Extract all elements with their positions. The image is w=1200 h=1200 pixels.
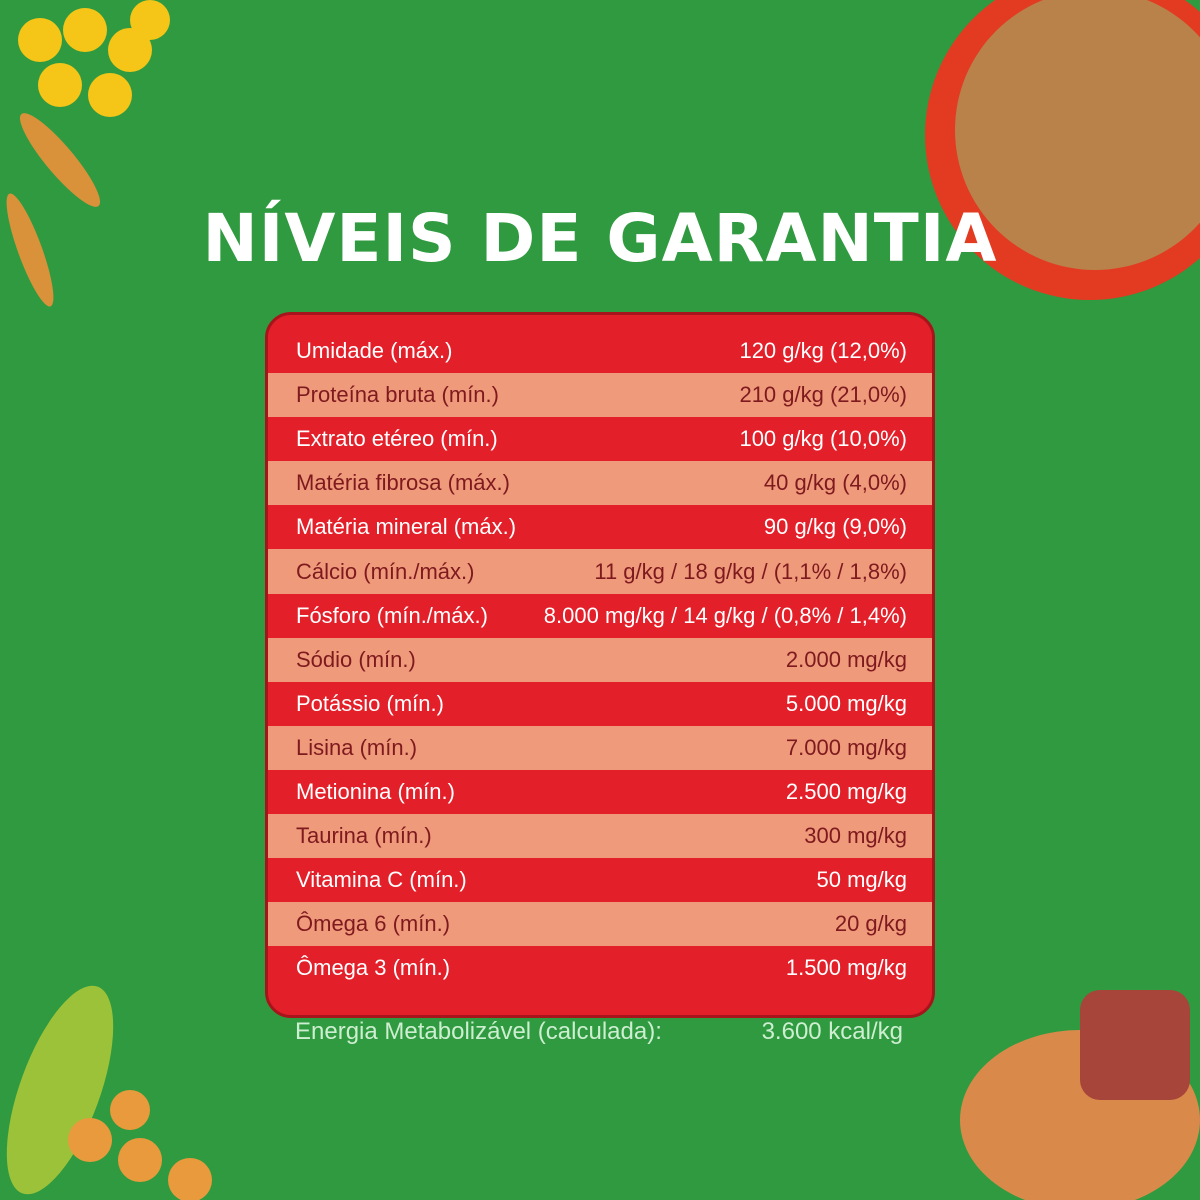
wheat bbox=[6, 113, 101, 307]
nutrient-label: Umidade (máx.) bbox=[296, 338, 453, 364]
nutrient-value: 1.500 mg/kg bbox=[785, 955, 907, 981]
table-row: Extrato etéreo (mín.) 100 g/kg (10,0%) bbox=[268, 417, 932, 462]
table-row: Lisina (mín.) 7.000 mg/kg bbox=[268, 725, 932, 770]
kibble-bowl bbox=[925, 0, 1200, 300]
nutrient-value: 5.000 mg/kg bbox=[785, 690, 907, 716]
nutrient-value: 40 g/kg (4,0%) bbox=[763, 470, 907, 496]
table-row: Taurina (mín.) 300 mg/kg bbox=[268, 814, 932, 859]
table-row: Proteína bruta (mín.) 210 g/kg (21,0%) bbox=[268, 373, 932, 418]
nutrient-label: Taurina (mín.) bbox=[296, 823, 432, 849]
nutrient-value: 2.000 mg/kg bbox=[785, 646, 907, 672]
nutrient-value: 50 mg/kg bbox=[816, 867, 908, 893]
footer: Energia Metabolizável (calculada): 3.600… bbox=[295, 1018, 903, 1046]
nutrient-value: 11 g/kg / 18 g/kg / (1,1% / 1,8%) bbox=[594, 558, 907, 584]
table-row: Ômega 3 (mín.) 1.500 mg/kg bbox=[268, 946, 932, 991]
nutrient-value: 8.000 mg/kg / 14 g/kg / (0,8% / 1,4%) bbox=[543, 602, 907, 628]
table-row: Cálcio (mín./máx.) 11 g/kg / 18 g/kg / (1… bbox=[268, 549, 932, 594]
table-row: Matéria fibrosa (máx.) 40 g/kg (4,0%) bbox=[268, 461, 932, 506]
nutrient-label: Cálcio (mín./máx.) bbox=[296, 558, 475, 584]
nutrient-label: Extrato etéreo (mín.) bbox=[296, 426, 498, 452]
table-row: Potássio (mín.) 5.000 mg/kg bbox=[268, 681, 932, 726]
nutrient-label: Ômega 3 (mín.) bbox=[296, 955, 451, 981]
nutrient-label: Lisina (mín.) bbox=[296, 734, 418, 760]
nutrient-value: 90 g/kg (9,0%) bbox=[763, 514, 907, 540]
footer-value: 3.600 kcal/kg bbox=[761, 1018, 903, 1045]
nutrient-value: 210 g/kg (21,0%) bbox=[739, 382, 907, 408]
table-row: Umidade (máx.) 120 g/kg (12,0%) bbox=[268, 329, 932, 374]
nutrient-value: 2.500 mg/kg bbox=[785, 778, 907, 804]
nutrient-value: 100 g/kg (10,0%) bbox=[739, 426, 907, 452]
nutrient-label: Proteína bruta (mín.) bbox=[296, 382, 499, 408]
nutrient-label: Matéria mineral (máx.) bbox=[296, 514, 517, 540]
nutrient-label: Fósforo (mín./máx.) bbox=[296, 602, 488, 628]
nutrient-label: Potássio (mín.) bbox=[296, 690, 444, 716]
title: NÍVEIS DE GARANTIA bbox=[202, 200, 998, 277]
soy bbox=[6, 985, 212, 1200]
table-row: Vitamina C (mín.) 50 mg/kg bbox=[268, 858, 932, 903]
table-row: Ômega 6 (mín.) 20 g/kg bbox=[268, 902, 932, 947]
nutrient-label: Sódio (mín.) bbox=[296, 646, 416, 672]
table-row: Matéria mineral (máx.) 90 g/kg (9,0%) bbox=[268, 505, 932, 550]
nutrient-label: Vitamina C (mín.) bbox=[296, 867, 467, 893]
table-row: Sódio (mín.) 2.000 mg/kg bbox=[268, 637, 932, 682]
nutrient-value: 300 mg/kg bbox=[804, 823, 907, 849]
corn bbox=[18, 0, 170, 117]
nutrient-label: Ômega 6 (mín.) bbox=[296, 911, 451, 937]
footer-label: Energia Metabolizável (calculada): bbox=[295, 1018, 662, 1045]
meat bbox=[960, 990, 1200, 1200]
nutrient-value: 7.000 mg/kg bbox=[785, 734, 907, 760]
nutrient-label: Matéria fibrosa (máx.) bbox=[296, 470, 510, 496]
nutrient-label: Metionina (mín.) bbox=[296, 778, 455, 804]
table-row: Fósforo (mín./máx.) 8.000 mg/kg / 14 g/kg… bbox=[268, 593, 932, 638]
nutrient-value: 120 g/kg (12,0%) bbox=[739, 338, 907, 364]
guarantee-table: Umidade (máx.) 120 g/kg (12,0%) Proteína b… bbox=[265, 312, 935, 1018]
nutrient-value: 20 g/kg bbox=[834, 911, 907, 937]
table-row: Metionina (mín.) 2.500 mg/kg bbox=[268, 769, 932, 815]
